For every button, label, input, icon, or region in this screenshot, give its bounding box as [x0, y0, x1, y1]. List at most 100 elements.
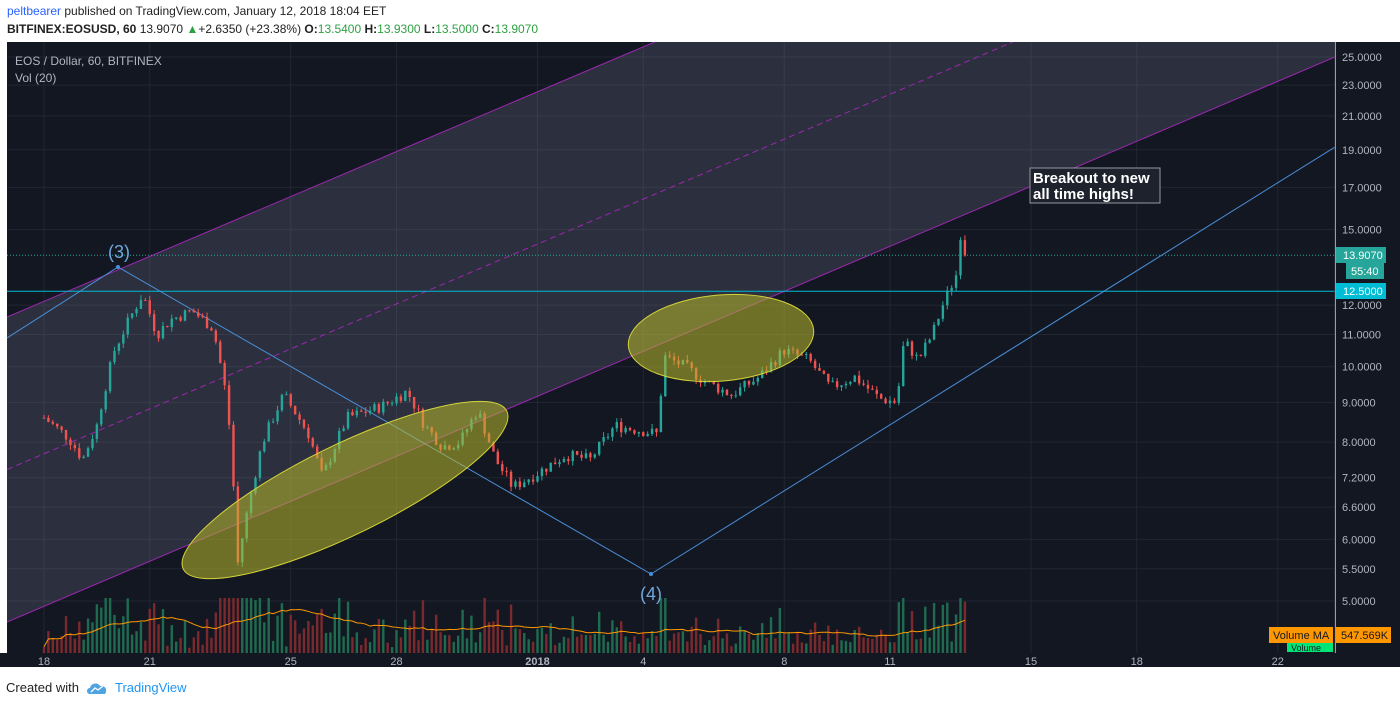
volume-bar [355, 632, 359, 653]
candle-body [254, 477, 257, 493]
volume-bar [545, 633, 548, 653]
price-tick-label: 9.0000 [1342, 397, 1376, 409]
volume-bar [593, 633, 596, 653]
candle-body [368, 410, 372, 414]
highlight-ellipse-1[interactable] [163, 371, 526, 610]
volume-bar [157, 624, 160, 653]
candle-body [545, 468, 548, 472]
candle-body [232, 424, 235, 487]
candle-body [835, 381, 839, 388]
candle-body [280, 394, 284, 411]
volume-bar [404, 619, 407, 653]
time-tick-label: 11 [884, 656, 895, 667]
volume-bar [135, 631, 138, 653]
volume-bar [849, 642, 852, 653]
volume-bar [835, 629, 839, 653]
publish-line: peltbearer published on TradingView.com,… [7, 4, 386, 18]
volume-bar [562, 636, 566, 653]
volume-bar [86, 618, 90, 653]
candle-body [531, 479, 535, 482]
candle-body [849, 382, 852, 384]
annotation-line1: Breakout to new [1033, 170, 1150, 187]
candle-body [404, 390, 407, 401]
volume-bar [875, 634, 878, 653]
volume-tag-text: Volume [1291, 643, 1321, 653]
volume-bar [483, 598, 486, 653]
candle-body [642, 432, 645, 437]
candle-body [959, 240, 962, 276]
candle-body [575, 451, 579, 455]
chart-area[interactable]: (3) (4) Breakout to new all time highs! … [0, 42, 1400, 668]
highlight-ellipse-2[interactable] [625, 287, 818, 389]
candle-body [91, 438, 94, 449]
volume-bar [329, 632, 332, 653]
volume-bar [179, 637, 182, 653]
candle-body [844, 383, 848, 386]
volume-bar [364, 638, 367, 653]
candle-body [553, 462, 557, 465]
volume-bar [509, 604, 513, 653]
price-chart[interactable]: (3) (4) Breakout to new all time highs! … [0, 42, 1400, 668]
legend-volume: Vol (20) [15, 71, 56, 85]
candle-body [144, 300, 147, 302]
candle-body [113, 350, 116, 363]
volume-bar [730, 646, 733, 653]
author-link[interactable]: peltbearer [7, 4, 62, 18]
price-tick-label: 11.0000 [1342, 329, 1381, 341]
candle-body [624, 428, 627, 433]
volume-bar [589, 635, 592, 653]
volume-bar [417, 640, 420, 653]
volume-bar [813, 622, 817, 653]
volume-bar [351, 637, 354, 653]
volume-bar [743, 630, 746, 653]
candle-body [298, 414, 301, 420]
volume-bar [708, 640, 711, 653]
volume-bar [602, 634, 605, 653]
legend-title: EOS / Dollar, 60, BITFINEX [15, 54, 162, 68]
volume-bar [148, 608, 151, 653]
wave3-label: (3) [108, 242, 130, 262]
volume-bar [796, 633, 799, 653]
volume-bar [822, 640, 826, 653]
candle-body [47, 417, 50, 422]
volume-bar [183, 620, 187, 653]
price-tick-label: 10.0000 [1342, 362, 1382, 374]
volume-bar [536, 628, 539, 653]
volume-bar [108, 598, 112, 653]
candle-body [227, 385, 231, 425]
tradingview-link[interactable]: TradingView [114, 680, 187, 695]
price-axis[interactable]: 25.0000 23.0000 21.0000 19.0000 17.0000 15.00… [1342, 52, 1382, 608]
volume-bar [857, 626, 861, 653]
time-tick-label: 21 [144, 656, 156, 667]
candle-body [100, 409, 103, 425]
volume-bar [139, 622, 143, 653]
candle-body [584, 453, 588, 458]
candle-body [884, 398, 887, 404]
candle-body [716, 383, 720, 393]
time-axis[interactable]: 18 21 25 28 2018 4 8 11 15 18 22 [38, 656, 1284, 668]
candle-body [721, 389, 724, 393]
volume-bar [681, 631, 685, 653]
footer: Created with TradingView [6, 680, 187, 695]
annotation-box[interactable] [1029, 167, 1161, 204]
volume-bar [584, 635, 588, 653]
volume-bar [805, 643, 808, 653]
volume-bar [774, 638, 777, 653]
volume-bar [580, 634, 583, 653]
candle-body [730, 395, 733, 397]
price-axis-background [1336, 42, 1400, 667]
candle-body [646, 433, 649, 437]
volume-bar [56, 639, 59, 653]
candle-body [902, 346, 905, 387]
volume-bar [659, 598, 663, 653]
open-label: O: [304, 22, 318, 36]
volume-bar [611, 620, 614, 653]
volume-bar [82, 639, 85, 653]
candle-body [536, 476, 539, 482]
volume-bar [342, 636, 345, 653]
candle-body [840, 385, 843, 388]
candle-body [130, 313, 134, 318]
volume-bar [531, 641, 535, 653]
candle-body [593, 454, 596, 458]
volume-bar [487, 622, 491, 653]
